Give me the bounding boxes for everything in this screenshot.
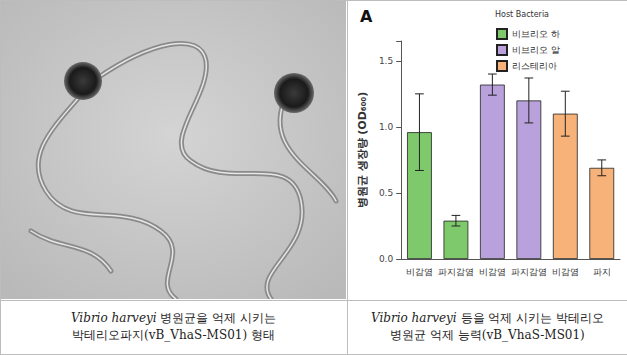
svg-text:비브리오 알: 비브리오 알 <box>512 45 560 55</box>
svg-text:파지: 파지 <box>593 267 611 277</box>
svg-text:비감염: 비감염 <box>479 267 506 277</box>
svg-text:1.0: 1.0 <box>379 122 394 132</box>
svg-text:비브리오 하: 비브리오 하 <box>512 29 560 39</box>
svg-text:리스테리아: 리스테리아 <box>512 61 557 71</box>
html-text:병원균 억제 능력(vB_VhaS-MS01): 병원균 억제 능력(vB_VhaS-MS01) <box>390 328 585 342</box>
svg-text:병원균 생장량 (OD₆₀₀): 병원균 생장량 (OD₆₀₀) <box>356 92 369 209</box>
svg-text:A: A <box>360 7 373 26</box>
svg-text:1.5: 1.5 <box>379 56 393 66</box>
svg-text:비감염: 비감염 <box>406 267 433 277</box>
svg-text:0.5: 0.5 <box>379 188 393 198</box>
html-text:박테리오파지(vB_VhaS-MS01) 형태: 박테리오파지(vB_VhaS-MS01) 형태 <box>72 328 275 342</box>
svg-text:Host Bacteria: Host Bacteria <box>495 10 549 19</box>
svg-text:비감염: 비감염 <box>552 267 579 277</box>
html-text:Vibrio harveyi등을 억제 시키는 박테리오: Vibrio harveyi등을 억제 시키는 박테리오 <box>371 311 604 325</box>
svg-text:파지감염: 파지감염 <box>438 267 474 277</box>
html-text:Vibrio harveyi병원균을 억제 시키는: Vibrio harveyi병원균을 억제 시키는 <box>70 311 277 325</box>
svg-text:0.0: 0.0 <box>379 254 394 264</box>
svg-text:파지감염: 파지감염 <box>511 267 547 277</box>
